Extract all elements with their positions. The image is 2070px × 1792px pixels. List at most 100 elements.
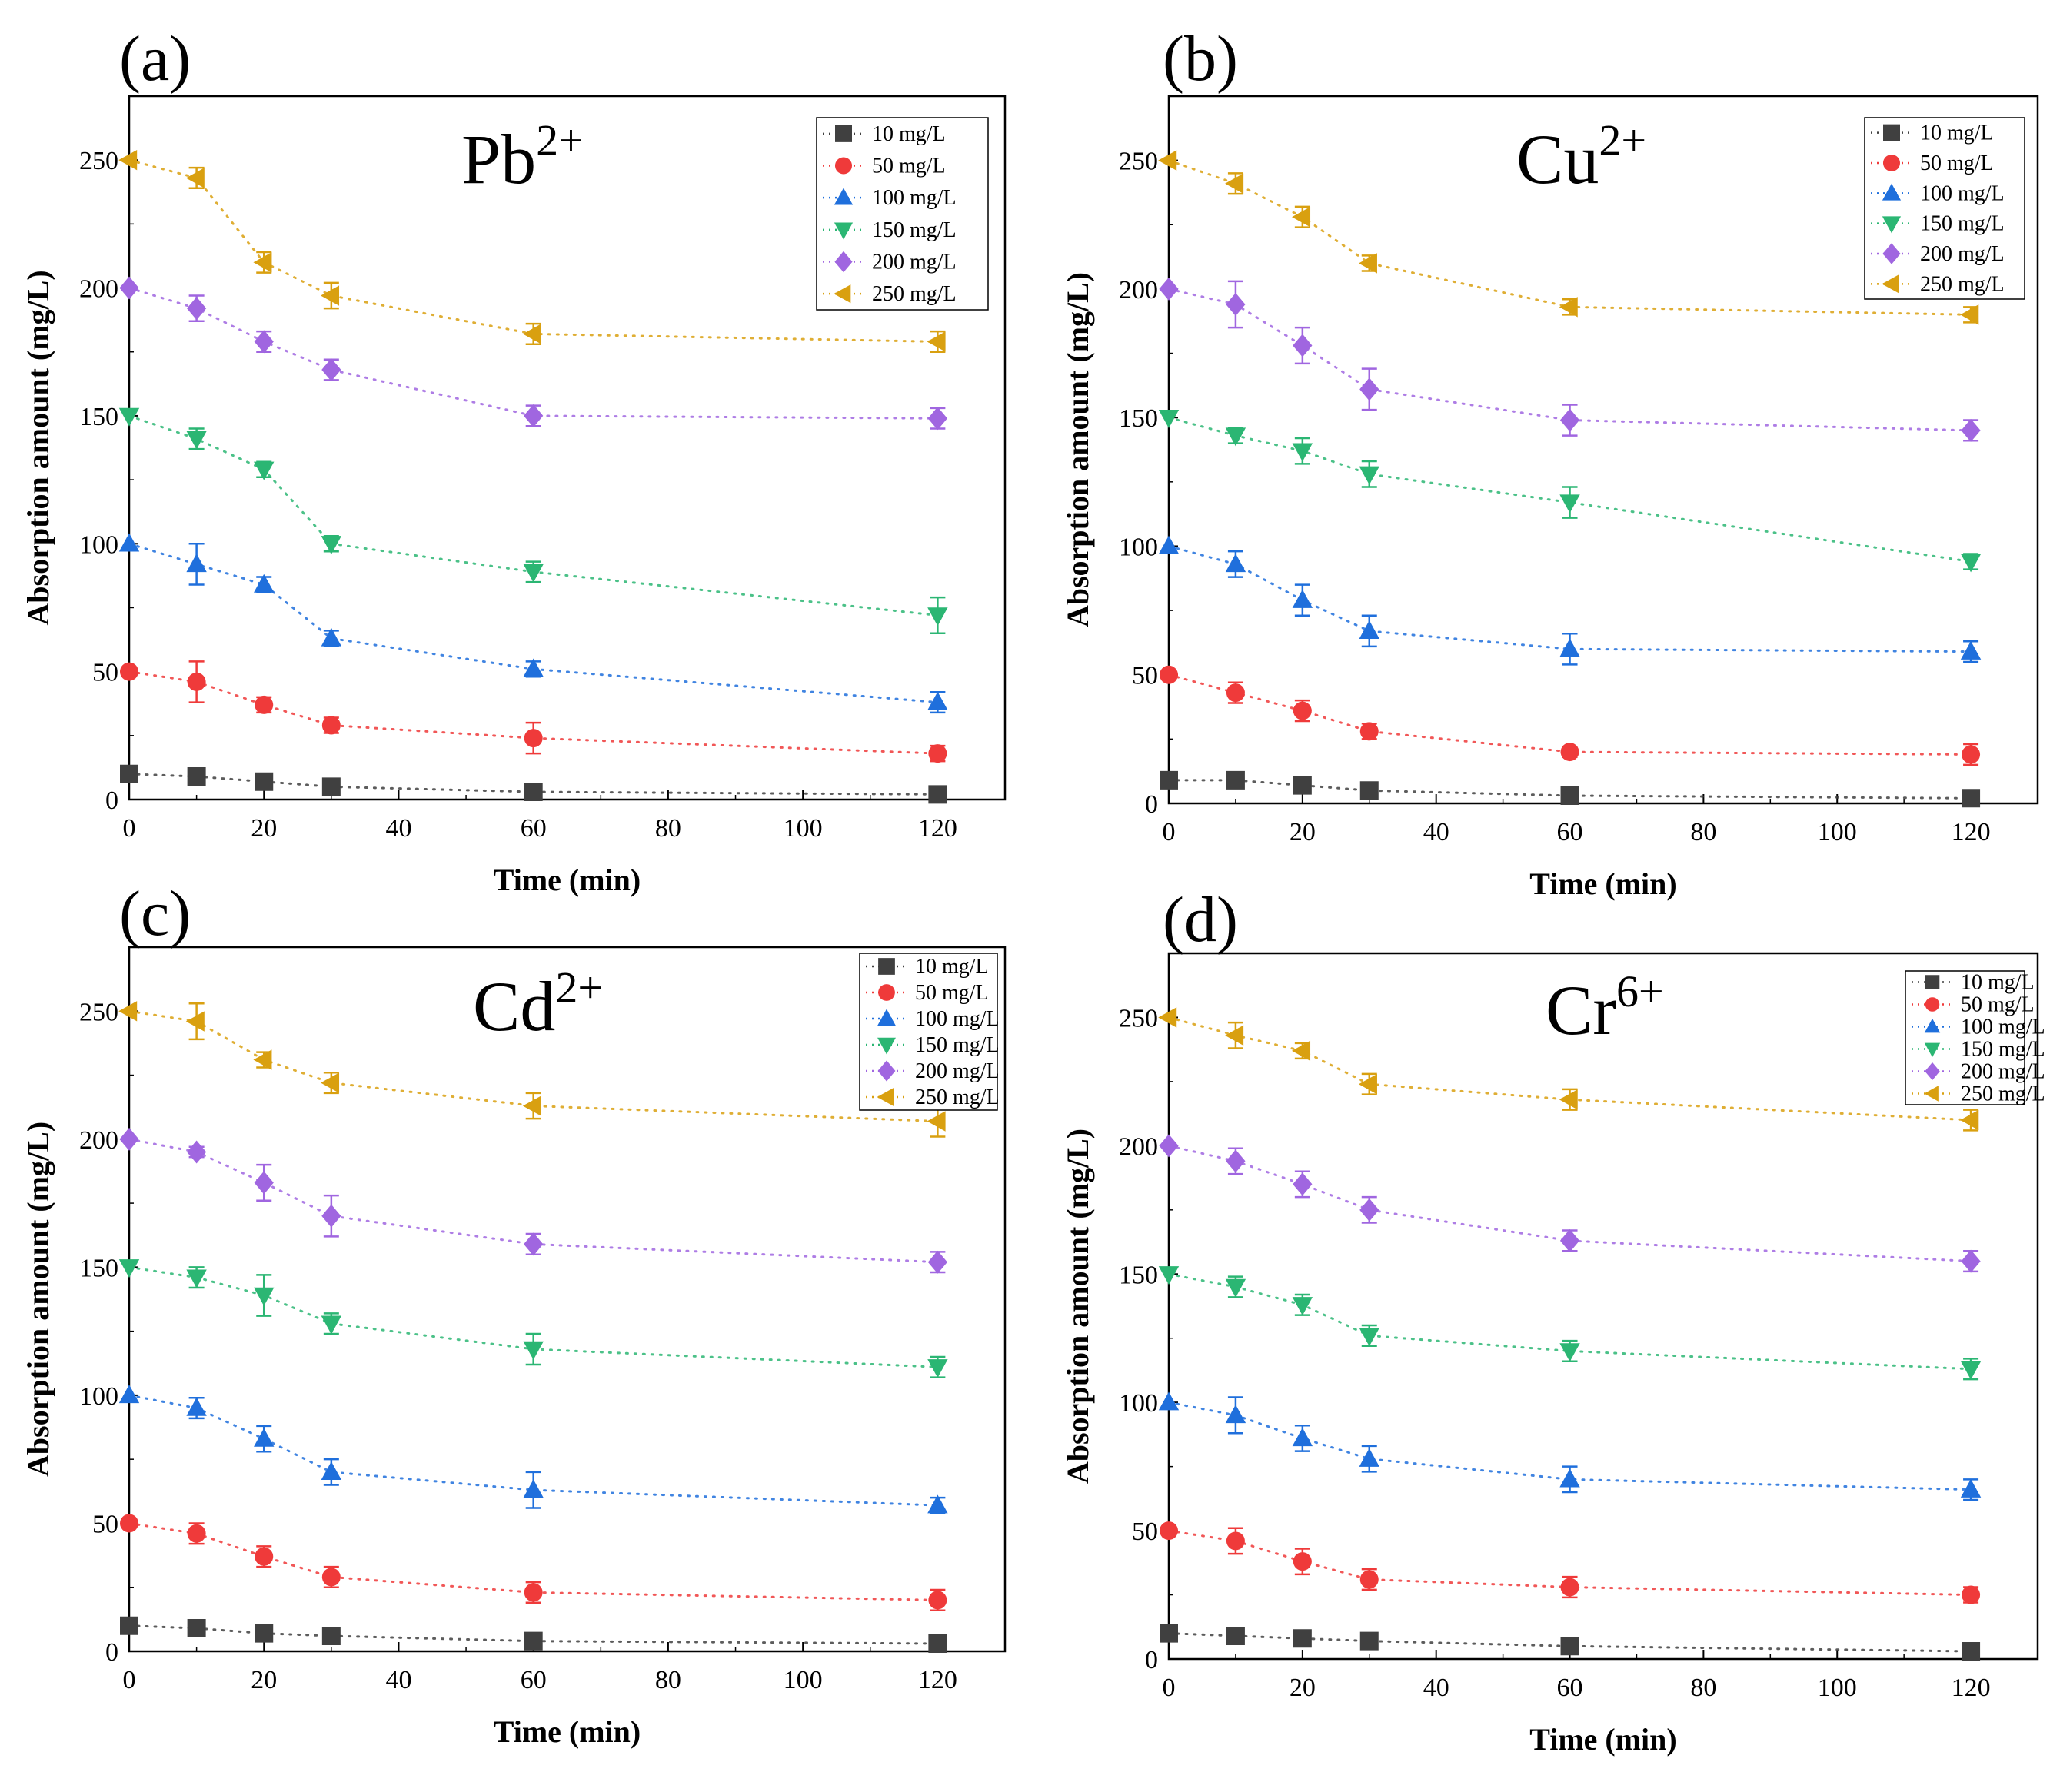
x-tick-label: 120: [918, 1666, 957, 1694]
data-point: [1559, 297, 1578, 318]
chart-title: Pb2+: [461, 115, 584, 198]
legend-marker: [877, 1060, 896, 1082]
data-point: [254, 574, 275, 593]
chart-title-base: Cu: [1516, 120, 1599, 198]
series-4: [118, 407, 948, 634]
legend-label: 50 mg/L: [915, 981, 989, 1005]
chart-title-superscript: 2+: [1599, 115, 1646, 165]
legend-marker: [1883, 124, 1900, 141]
y-tick-label: 150: [1119, 1261, 1158, 1289]
legend-marker: [834, 222, 854, 240]
series-1: [1160, 1624, 1981, 1661]
data-point: [1292, 1428, 1313, 1447]
legend-label: 200 mg/L: [1961, 1060, 2045, 1084]
legend-marker: [878, 958, 895, 975]
data-point: [1293, 1172, 1313, 1196]
legend-marker: [834, 251, 853, 273]
data-point: [321, 1627, 341, 1646]
data-point: [1292, 207, 1311, 228]
data-point: [118, 1001, 138, 1022]
data-point: [1358, 253, 1377, 274]
data-point: [1560, 786, 1579, 805]
data-point: [1293, 1629, 1312, 1648]
x-tick-label: 0: [123, 814, 136, 843]
series-line: [128, 1265, 939, 1368]
panel-letter: (b): [1163, 23, 1238, 95]
x-tick-label: 0: [123, 1666, 136, 1694]
data-point: [1226, 1531, 1245, 1551]
series-line: [1167, 1529, 1972, 1597]
x-axis-title: Time (min): [1529, 1722, 1676, 1757]
legend-label: 200 mg/L: [1920, 242, 2005, 266]
data-point: [321, 1568, 341, 1587]
chart-title-superscript: 2+: [536, 115, 584, 165]
legend-label: 150 mg/L: [872, 218, 957, 242]
data-point: [253, 252, 272, 273]
series-line: [128, 1624, 939, 1645]
data-point: [1225, 1025, 1244, 1046]
x-tick-label: 0: [1163, 1674, 1176, 1702]
y-tick-label: 0: [1145, 790, 1158, 819]
data-point: [1293, 1552, 1312, 1571]
legend-box: [1905, 970, 2025, 1105]
y-tick-label: 200: [79, 1126, 118, 1155]
data-point: [1359, 1448, 1379, 1467]
x-tick-label: 20: [251, 1666, 277, 1694]
series-5: [119, 1127, 947, 1274]
data-point: [321, 1461, 342, 1481]
data-point: [1962, 1585, 1981, 1604]
legend-marker: [835, 125, 852, 142]
data-point: [186, 554, 207, 573]
data-point: [927, 331, 946, 352]
y-tick-label: 100: [79, 530, 118, 559]
y-tick-label: 50: [1132, 662, 1158, 690]
legend-marker: [1925, 1062, 1940, 1081]
data-point: [1359, 1631, 1379, 1651]
y-tick-label: 100: [1119, 533, 1158, 561]
chart-title-base: Cr: [1546, 971, 1616, 1049]
data-point: [1292, 1040, 1311, 1062]
legend-marker: [877, 1088, 894, 1106]
y-tick-label: 150: [1119, 404, 1158, 433]
legend-marker: [1925, 975, 1940, 989]
data-point: [1960, 1361, 1982, 1380]
y-tick-label: 50: [1132, 1518, 1158, 1546]
series-3: [1158, 1391, 1982, 1501]
legend-box: [859, 953, 998, 1111]
chart-panel-3: (c) Cd2+ 0 20 40 60 80 100 120 0 50 100 150 200 250 Tim…: [21, 878, 1007, 1749]
plot-frame: [128, 946, 1007, 1653]
chart-panel-4: (d) Cr6+ 0 20 40 60 80 100 120 0 50 100 150 200 250 Tim…: [1060, 884, 2045, 1757]
legend-marker: [1882, 183, 1902, 201]
data-point: [524, 404, 544, 427]
data-point: [927, 407, 947, 431]
data-point: [118, 1385, 140, 1404]
legend-label: 200 mg/L: [915, 1059, 1000, 1083]
series-5: [1159, 277, 1981, 442]
data-point: [1160, 1624, 1178, 1643]
data-point: [1962, 789, 1981, 808]
data-point: [1158, 150, 1177, 171]
y-tick-label: 250: [1119, 148, 1158, 176]
data-point: [1293, 701, 1312, 720]
data-point: [524, 1631, 543, 1651]
x-tick-label: 120: [1952, 1674, 1991, 1702]
series-1: [1160, 770, 1981, 808]
data-point: [120, 1514, 138, 1533]
data-point: [255, 695, 274, 714]
data-point: [321, 777, 341, 796]
data-point: [523, 1479, 544, 1498]
series-1: [120, 764, 947, 804]
legend-label: 100 mg/L: [1920, 181, 2005, 205]
x-tick-label: 80: [655, 1666, 681, 1694]
x-tick-label: 20: [251, 814, 277, 843]
data-point: [255, 1624, 274, 1643]
series-2: [1160, 1521, 1981, 1604]
legend-label: 100 mg/L: [1961, 1016, 2045, 1039]
series-3: [118, 533, 948, 714]
data-point: [1226, 1149, 1246, 1173]
data-point: [1359, 1198, 1379, 1222]
data-point: [119, 276, 139, 300]
data-point: [120, 662, 138, 681]
panel-letter: (d): [1163, 884, 1238, 956]
